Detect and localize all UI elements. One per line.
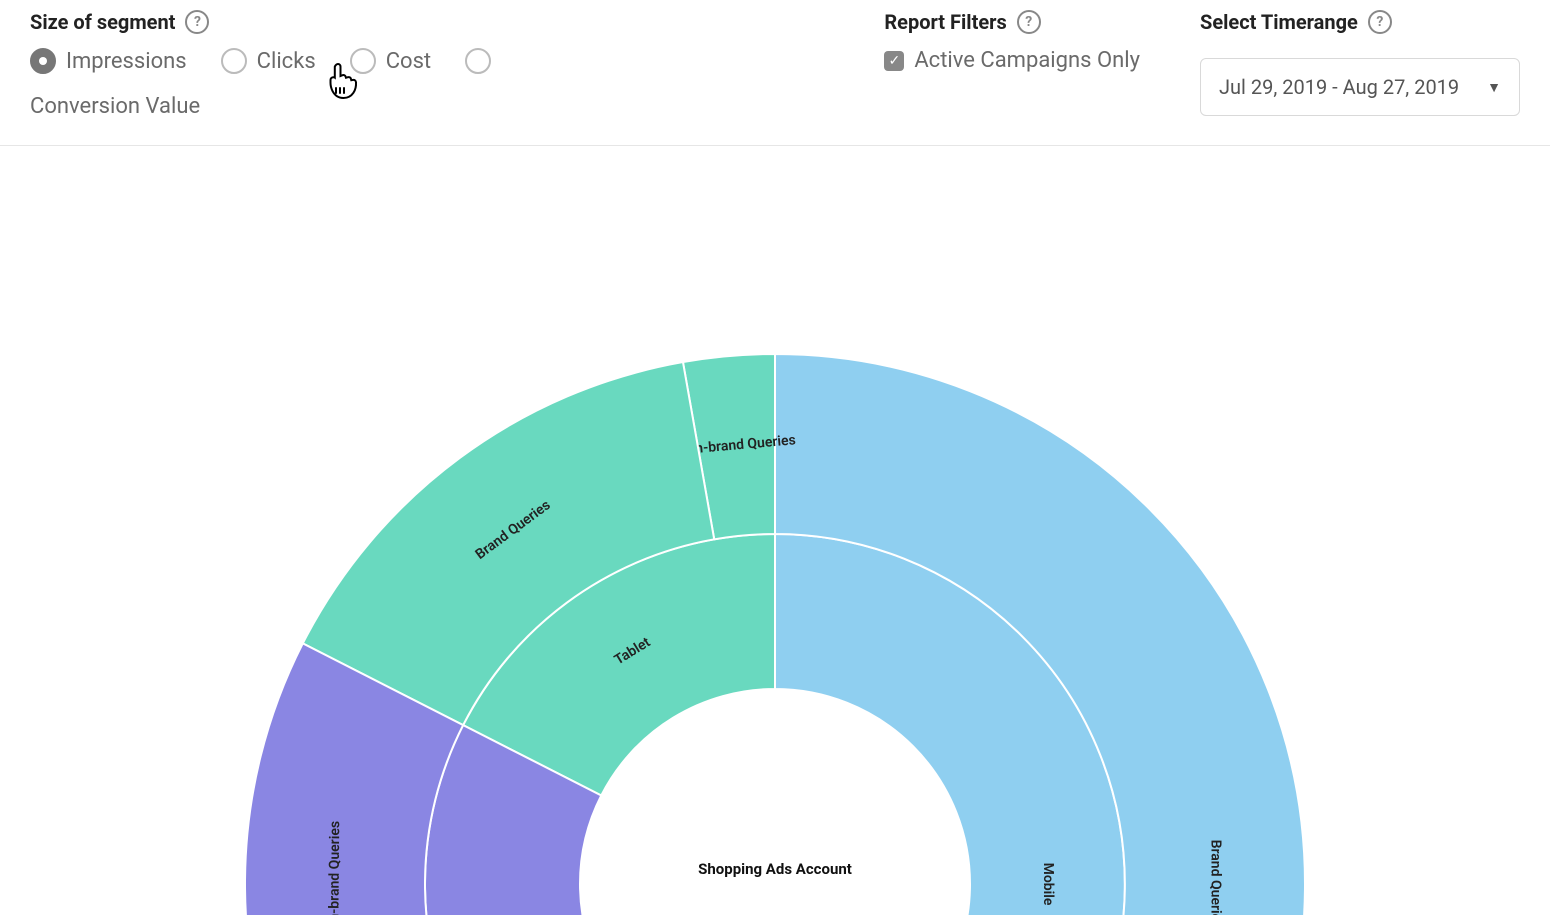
report-filters-group: Report Filters ? ✓ Active Campaigns Only (884, 10, 1140, 73)
slice-label-desktop-nonbrand: Non-brand Queries (326, 821, 343, 915)
size-of-segment-label: Size of segment ? (30, 10, 491, 34)
radio-cost[interactable]: Cost (350, 48, 431, 74)
timerange-value: Jul 29, 2019 - Aug 27, 2019 (1219, 75, 1459, 99)
sunburst-center-label: Shopping Ads Account (698, 860, 852, 878)
segment-radio-row: Impressions Clicks Cost (30, 48, 491, 74)
radio-clicks-label: Clicks (257, 49, 316, 74)
segment-radio-row-2: Conversion Value (30, 94, 491, 119)
sunburst-chart: MobileTabletBrand QueriesNon-brand Queri… (0, 164, 1550, 915)
active-campaigns-checkbox[interactable]: ✓ Active Campaigns Only (884, 48, 1140, 73)
slice-label-mobile-brand: Brand Queries (1207, 840, 1223, 915)
radio-dot-icon (465, 48, 491, 74)
size-of-segment-text: Size of segment (30, 10, 175, 34)
checkbox-icon: ✓ (884, 51, 904, 71)
slice-label-mobile: Mobile (1040, 863, 1056, 906)
size-of-segment-group: Size of segment ? Impressions Clicks Cos… (30, 10, 491, 119)
radio-extra[interactable] (465, 48, 491, 74)
report-filters-text: Report Filters (884, 10, 1006, 34)
radio-cost-label: Cost (386, 49, 431, 74)
help-icon[interactable]: ? (185, 10, 209, 34)
radio-dot-icon (350, 48, 376, 74)
controls-bar: Size of segment ? Impressions Clicks Cos… (0, 0, 1550, 146)
timerange-label: Select Timerange ? (1200, 10, 1520, 34)
radio-impressions[interactable]: Impressions (30, 48, 187, 74)
chevron-down-icon: ▼ (1487, 79, 1501, 96)
help-icon[interactable]: ? (1368, 10, 1392, 34)
timerange-group: Select Timerange ? Jul 29, 2019 - Aug 27… (1200, 10, 1520, 116)
help-icon[interactable]: ? (1017, 10, 1041, 34)
sunburst-svg[interactable]: MobileTabletBrand QueriesNon-brand Queri… (85, 164, 1465, 915)
radio-impressions-label: Impressions (66, 49, 187, 74)
radio-conversion-value-label: Conversion Value (30, 94, 200, 119)
timerange-text: Select Timerange (1200, 10, 1358, 34)
radio-clicks[interactable]: Clicks (221, 48, 316, 74)
radio-dot-icon (30, 48, 56, 74)
timerange-picker[interactable]: Jul 29, 2019 - Aug 27, 2019 ▼ (1200, 58, 1520, 116)
active-campaigns-label: Active Campaigns Only (914, 48, 1140, 73)
report-filters-label: Report Filters ? (884, 10, 1140, 34)
radio-dot-icon (221, 48, 247, 74)
